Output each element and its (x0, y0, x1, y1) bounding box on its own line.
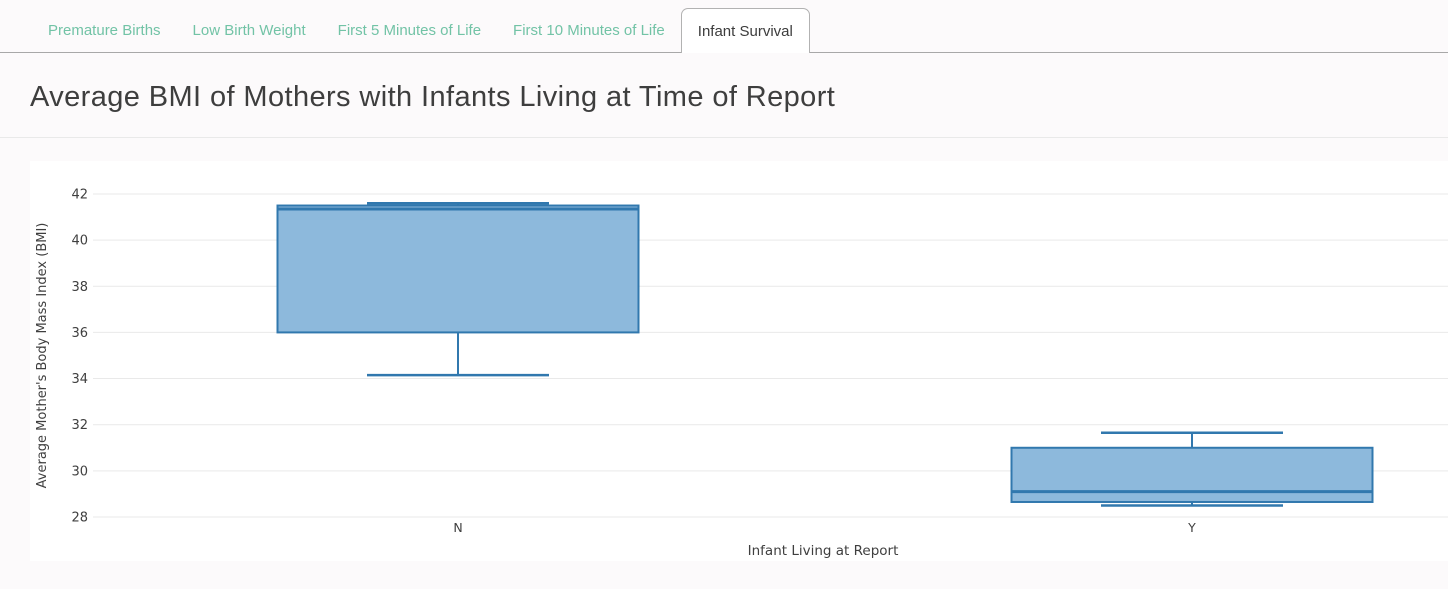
y-axis-label: Average Mother's Body Mass Index (BMI) (35, 223, 50, 489)
x-category-label-Y: Y (1187, 520, 1196, 535)
box-Y (1010, 446, 1374, 503)
x-axis-label: Infant Living at Report (748, 543, 899, 559)
tab-low-birth-weight[interactable]: Low Birth Weight (192, 21, 306, 39)
y-tick-label-34: 34 (71, 372, 88, 387)
y-tick-label-38: 38 (71, 280, 88, 295)
tab-bar: Premature Births Low Birth Weight First … (0, 0, 1448, 53)
box-N (276, 204, 640, 334)
y-tick-label-42: 42 (71, 188, 88, 203)
tab-first-5-minutes-of-life[interactable]: First 5 Minutes of Life (337, 21, 482, 39)
y-tick-label-40: 40 (71, 234, 88, 249)
y-tick-label-30: 30 (71, 464, 88, 479)
bmi-boxplot-chart: 28 30 32 34 36 38 40 42 Average Mother's Body Ma… (30, 161, 1448, 561)
title-divider (0, 137, 1448, 138)
tab-first-10-minutes-of-life[interactable]: First 10 Minutes of Life (513, 21, 665, 39)
x-category-label-N: N (453, 520, 462, 535)
y-tick-label-28: 28 (71, 510, 88, 525)
tab-infant-survival[interactable]: Infant Survival (680, 8, 810, 53)
y-tick-label-32: 32 (71, 418, 88, 433)
page-title: Average BMI of Mothers with Infants Livi… (30, 81, 836, 113)
tab-premature-births[interactable]: Premature Births (48, 21, 161, 39)
y-tick-label-36: 36 (71, 326, 88, 341)
boxplot-svg: 28 30 32 34 36 38 40 42 Average Mother's Body Ma… (35, 188, 1448, 559)
